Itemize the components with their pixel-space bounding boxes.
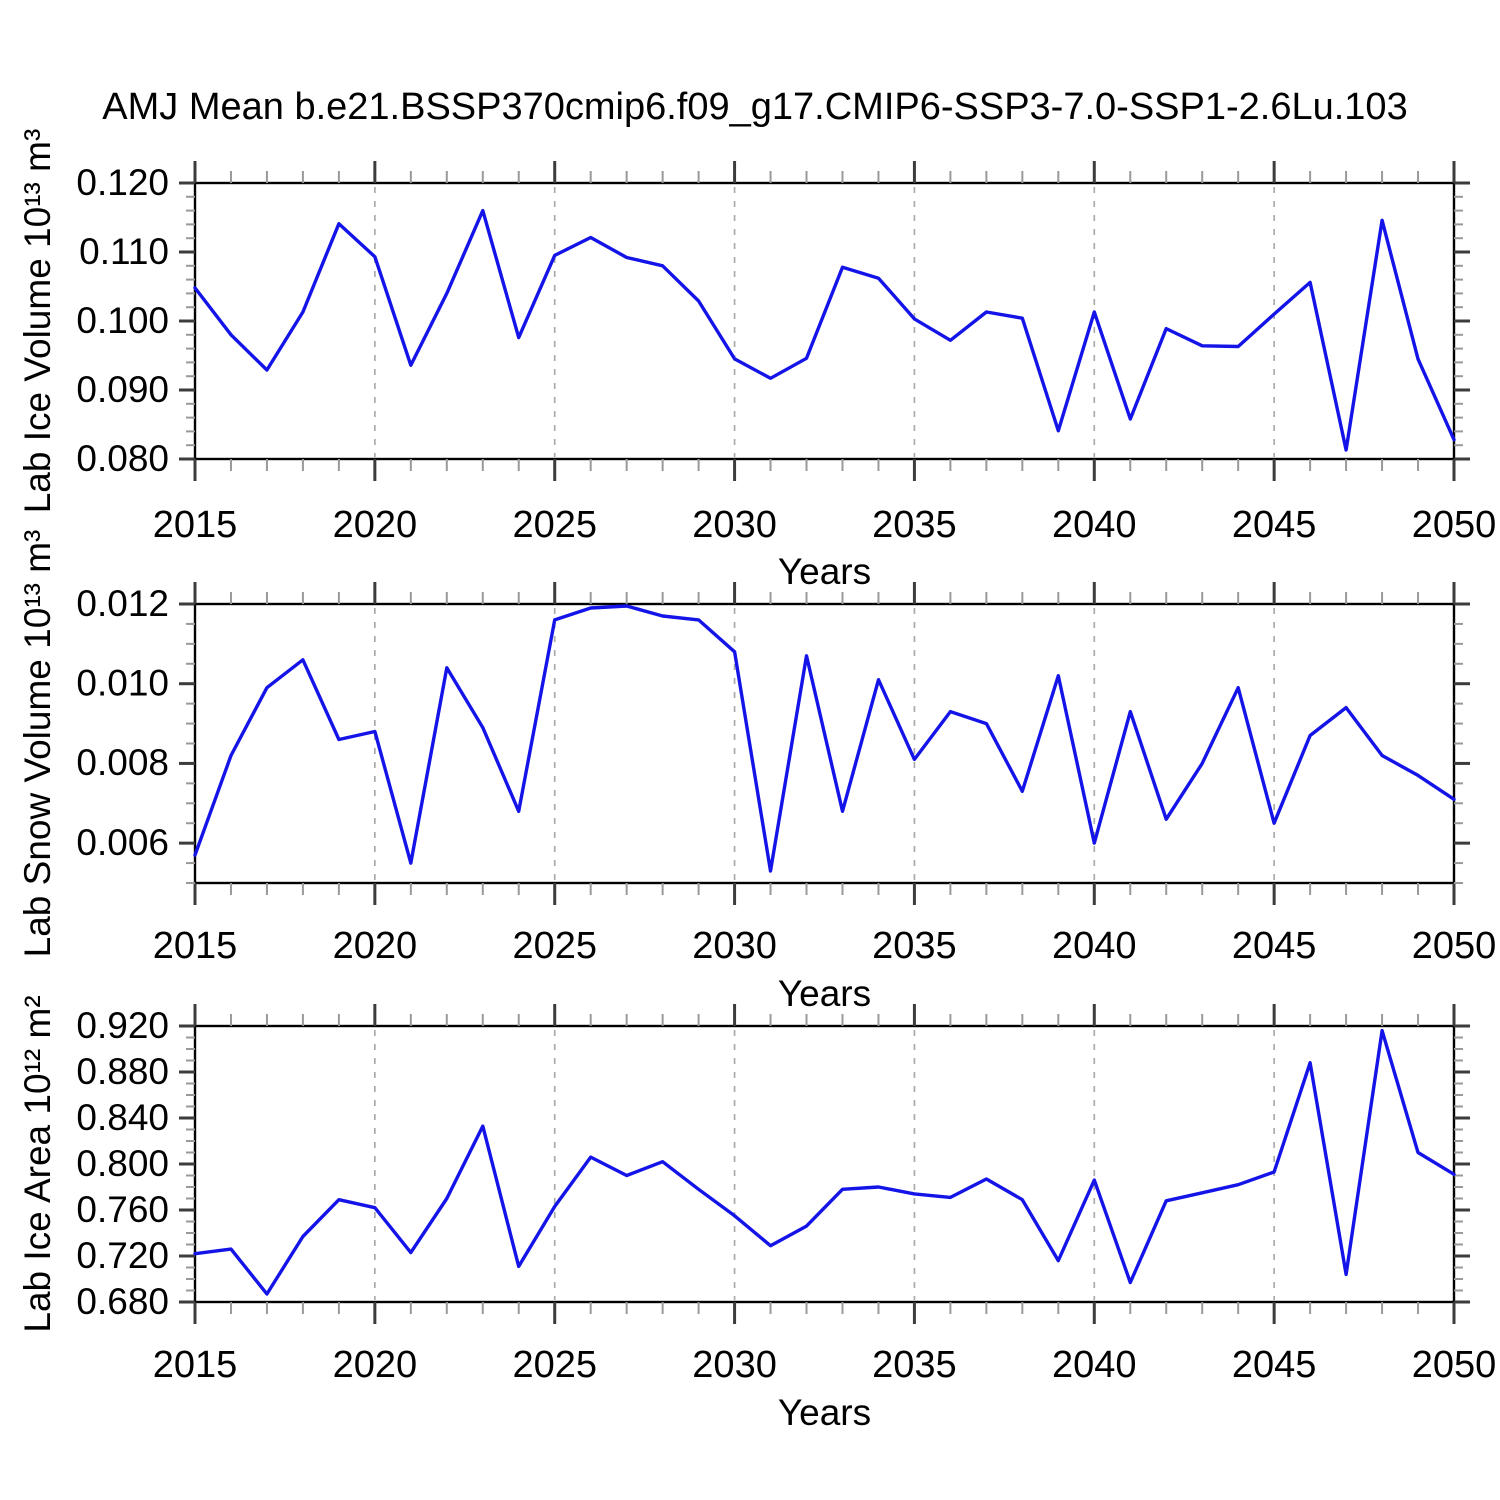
x-tick-label: 2025: [512, 925, 597, 967]
plot-frame: [193, 1024, 1456, 1304]
x-tick-label: 2015: [153, 925, 238, 967]
x-tick-label: 2030: [692, 504, 777, 546]
x-tick-label: 2025: [512, 1344, 597, 1386]
x-tick-label: 2045: [1232, 925, 1317, 967]
x-tick-label: 2030: [692, 925, 777, 967]
y-tick-label: 0.880: [76, 1051, 169, 1092]
y-tick-label: 0.090: [76, 369, 169, 410]
y-axis-title: Lab Ice Volume 10¹³ m³: [17, 129, 58, 514]
y-tick-label: 0.120: [76, 162, 169, 203]
y-tick-label: 0.680: [76, 1281, 169, 1322]
y-axis-title: Lab Ice Area 10¹² m²: [17, 995, 58, 1332]
x-tick-label: 2050: [1412, 504, 1497, 546]
y-tick-label: 0.760: [76, 1189, 169, 1230]
x-tick-label: 2050: [1412, 925, 1497, 967]
x-tick-label: 2020: [333, 1344, 418, 1386]
x-tick-label: 2050: [1412, 1344, 1497, 1386]
x-tick-label: 2020: [333, 925, 418, 967]
x-tick-label: 2035: [872, 1344, 957, 1386]
x-tick-label: 2025: [512, 504, 597, 546]
x-tick-label: 2015: [153, 504, 238, 546]
y-tick-label: 0.010: [76, 662, 169, 703]
figure-title: AMJ Mean b.e21.BSSP370cmip6.f09_g17.CMIP…: [102, 86, 1408, 128]
x-tick-label: 2045: [1232, 1344, 1317, 1386]
y-tick-label: 0.720: [76, 1235, 169, 1276]
x-tick-label: 2040: [1052, 1344, 1137, 1386]
y-tick-label: 0.008: [76, 742, 169, 783]
y-axis-title: Lab Snow Volume 10¹³ m³: [17, 530, 58, 958]
x-axis-title: Years: [778, 551, 871, 592]
y-tick-label: 0.006: [76, 822, 169, 863]
x-tick-label: 2020: [333, 504, 418, 546]
y-tick-label: 0.920: [76, 1005, 169, 1046]
y-tick-label: 0.080: [76, 438, 169, 479]
y-tick-label: 0.100: [76, 300, 169, 341]
x-tick-label: 2015: [153, 1344, 238, 1386]
data-line: [193, 604, 1456, 873]
x-tick-label: 2035: [872, 504, 957, 546]
x-tick-label: 2035: [872, 925, 957, 967]
x-axis-title: Years: [778, 1392, 871, 1433]
data-line: [193, 1028, 1456, 1296]
x-tick-label: 2040: [1052, 504, 1137, 546]
y-tick-label: 0.110: [79, 231, 169, 272]
x-axis-title: Years: [778, 973, 871, 1014]
x-tick-label: 2040: [1052, 925, 1137, 967]
y-tick-label: 0.800: [76, 1143, 169, 1184]
y-tick-label: 0.012: [76, 583, 169, 624]
y-tick-label: 0.840: [76, 1097, 169, 1138]
x-tick-label: 2030: [692, 1344, 777, 1386]
x-tick-label: 2045: [1232, 504, 1317, 546]
data-line: [193, 208, 1456, 452]
